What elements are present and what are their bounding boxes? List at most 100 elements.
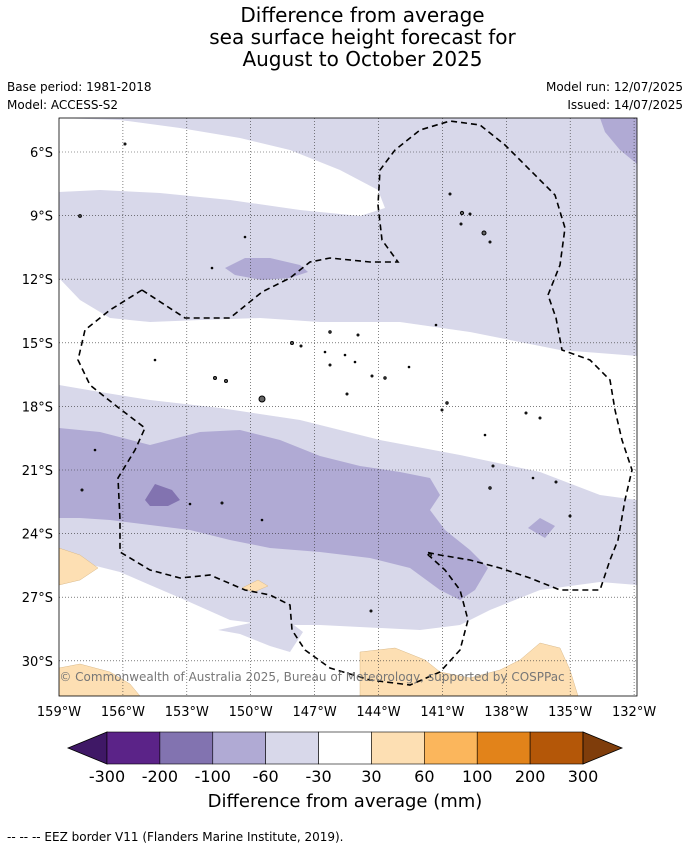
colorbar-swatch	[318, 731, 372, 765]
lat-tick-label: 6°S	[30, 146, 53, 161]
longitude-tick-labels: 159°W 156°W 153°W 150°W 147°W 144°W 141°W 138°W…	[37, 705, 656, 720]
title-line-2: sea surface height forecast for	[209, 25, 516, 49]
lon-tick-label: 141°W	[420, 705, 464, 720]
island	[213, 376, 217, 380]
colorbar-swatch	[106, 731, 161, 765]
contour-positive-sw	[59, 663, 141, 696]
island	[369, 609, 373, 613]
island	[80, 488, 84, 492]
island	[491, 464, 495, 468]
contour-south-main	[59, 428, 488, 600]
island	[210, 266, 214, 270]
eez-borders	[77, 120, 633, 686]
island	[243, 235, 247, 239]
colorbar-tick-label: -300	[89, 767, 125, 786]
island	[356, 333, 360, 337]
contour-north-patch-1	[225, 258, 308, 280]
lat-tick-label: 27°S	[22, 591, 53, 606]
lon-tick-label: 150°W	[229, 705, 273, 720]
latitude-tick-labels: 6°S 9°S 12°S 15°S 18°S 21°S 24°S 27°S 30°S	[22, 146, 53, 670]
island	[370, 374, 374, 378]
island	[524, 411, 528, 415]
island	[220, 501, 224, 505]
lon-tick-label: 135°W	[548, 705, 592, 720]
contour-positive-small	[241, 579, 269, 593]
island	[258, 395, 266, 403]
island	[445, 401, 449, 405]
title-line-1: Difference from average	[240, 3, 485, 27]
colorbar: -300 -200 -100 -60 -30 30 60 100 200 300	[66, 731, 624, 786]
colorbar-swatch	[371, 731, 425, 765]
island	[323, 350, 327, 354]
lat-tick-label: 21°S	[22, 464, 53, 479]
lon-tick-label: 144°W	[356, 705, 400, 720]
island	[353, 360, 357, 364]
island-outlines	[78, 142, 572, 613]
island	[538, 416, 542, 420]
colorbar-swatch	[159, 731, 214, 765]
map-frame	[58, 117, 638, 697]
contour-north-inlet	[59, 118, 385, 216]
colorbar-tick-label: -30	[305, 767, 331, 786]
colorbar-swatch	[212, 731, 266, 765]
island	[488, 240, 492, 244]
copyright-notice: © Commonwealth of Australia 2025, Bureau…	[59, 670, 564, 684]
island	[153, 358, 157, 362]
island	[459, 222, 463, 226]
contour-south-lobe	[218, 622, 303, 652]
island	[468, 212, 472, 216]
colorbar-tick-label: -200	[142, 767, 178, 786]
island	[78, 214, 82, 218]
island	[488, 486, 492, 490]
island	[93, 448, 97, 452]
lon-tick-label: 153°W	[165, 705, 209, 720]
gridlines	[59, 118, 637, 696]
lon-tick-label: 159°W	[37, 705, 81, 720]
contour-positive-west	[59, 547, 99, 586]
island	[290, 341, 294, 345]
colorbar-swatch	[529, 731, 584, 765]
island	[260, 518, 264, 522]
colorbar-swatch	[265, 731, 319, 765]
island	[568, 514, 572, 518]
island	[345, 392, 349, 396]
lon-tick-label: 147°W	[293, 705, 337, 720]
island	[224, 379, 228, 383]
island	[483, 433, 487, 437]
lat-tick-label: 15°S	[22, 337, 53, 352]
island	[428, 553, 432, 557]
contour-south-patch-east	[528, 518, 555, 538]
island	[531, 476, 535, 480]
colorbar-tick-label: 300	[568, 767, 599, 786]
island	[328, 363, 332, 367]
colorbar-tick-label: -100	[195, 767, 231, 786]
colorbar-extend-high	[582, 731, 624, 765]
anomaly-contours	[59, 118, 637, 696]
model-run: Model run: 12/07/2025	[545, 80, 683, 94]
island	[459, 210, 465, 216]
lat-tick-label: 12°S	[22, 273, 53, 288]
lat-tick-label: 9°S	[30, 210, 53, 225]
colorbar-extend-low	[66, 731, 108, 765]
base-period: Base period: 1981-2018	[7, 80, 152, 94]
meta-left: Base period: 1981-2018 Model: ACCESS-S2	[7, 78, 152, 114]
meta-right: Model run: 12/07/2025 Issued: 14/07/2025	[546, 78, 683, 114]
issued-date: Issued: 14/07/2025	[567, 98, 683, 112]
contour-south-patch-strong	[145, 484, 180, 506]
island	[481, 230, 487, 236]
colorbar-swatch	[424, 731, 478, 765]
island	[448, 192, 452, 196]
lat-tick-label: 24°S	[22, 528, 53, 543]
island	[188, 502, 192, 506]
lon-tick-label: 156°W	[101, 705, 145, 720]
map-title: Difference from average sea surface heig…	[0, 4, 690, 70]
island	[407, 365, 411, 369]
eez-footnote: -- -- -- EEZ border V11 (Flanders Marine…	[7, 830, 344, 844]
eez-border-west	[77, 289, 469, 686]
island	[343, 353, 347, 357]
contour-positive-south	[359, 642, 579, 696]
island	[383, 376, 387, 380]
colorbar-title: Difference from average (mm)	[207, 791, 483, 812]
lon-tick-label: 138°W	[484, 705, 528, 720]
